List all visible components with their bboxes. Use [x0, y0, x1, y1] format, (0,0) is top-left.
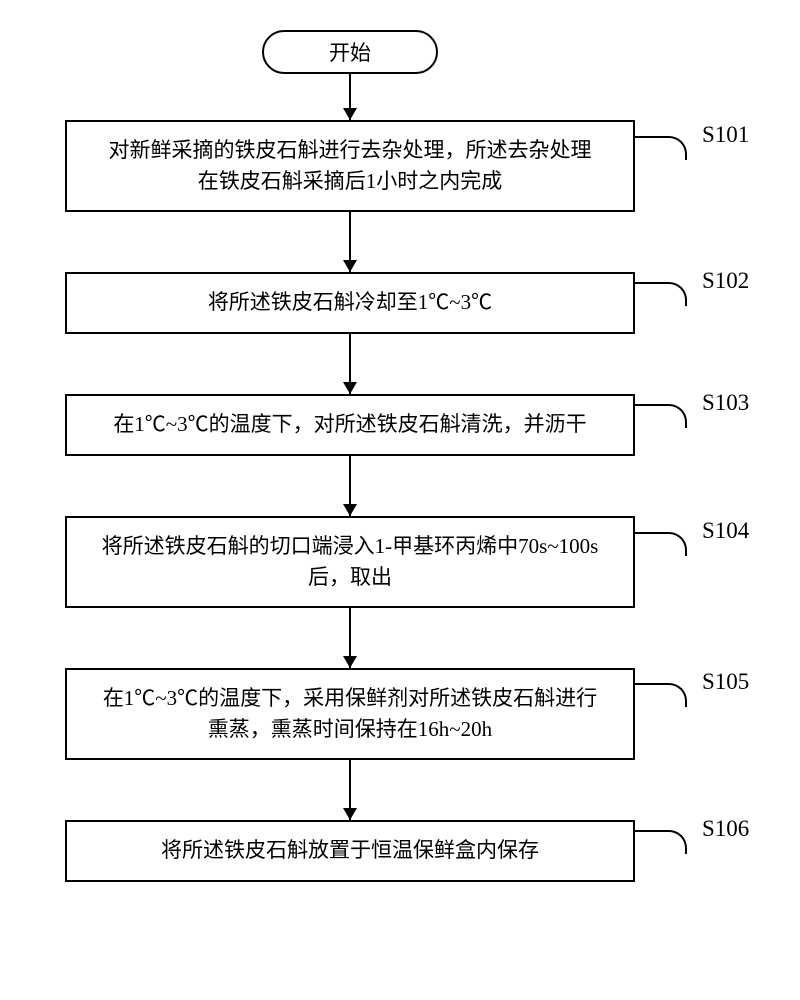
- start-terminal: 开始: [262, 30, 438, 74]
- step-label-s103: S103: [702, 390, 749, 416]
- step-text-s101: 对新鲜采摘的铁皮石斛进行去杂处理，所述去杂处理在铁皮石斛采摘后1小时之内完成: [109, 135, 592, 198]
- step-label-s106: S106: [702, 816, 749, 842]
- connector-s105: [635, 683, 687, 707]
- step-text-s102: 将所述铁皮石斛冷却至1℃~3℃: [208, 287, 492, 319]
- connector-s103: [635, 404, 687, 428]
- step-text-s103: 在1℃~3℃的温度下，对所述铁皮石斛清洗，并沥干: [113, 409, 586, 441]
- connector-s102: [635, 282, 687, 306]
- step-box-s103: 在1℃~3℃的温度下，对所述铁皮石斛清洗，并沥干: [65, 394, 635, 456]
- step-label-s104: S104: [702, 518, 749, 544]
- arrow-3: [349, 456, 351, 516]
- step-text-s106: 将所述铁皮石斛放置于恒温保鲜盒内保存: [161, 835, 539, 867]
- connector-s101: [635, 136, 687, 160]
- step-label-s102: S102: [702, 268, 749, 294]
- arrow-5: [349, 760, 351, 820]
- step-label-s101: S101: [702, 122, 749, 148]
- arrow-2: [349, 334, 351, 394]
- step-text-s105: 在1℃~3℃的温度下，采用保鲜剂对所述铁皮石斛进行熏蒸，熏蒸时间保持在16h~2…: [103, 683, 597, 746]
- step-box-s102: 将所述铁皮石斛冷却至1℃~3℃: [65, 272, 635, 334]
- step-box-s106: 将所述铁皮石斛放置于恒温保鲜盒内保存: [65, 820, 635, 882]
- step-text-s104: 将所述铁皮石斛的切口端浸入1-甲基环丙烯中70s~100s后，取出: [102, 531, 599, 594]
- arrow-1: [349, 212, 351, 272]
- arrow-0: [349, 74, 351, 120]
- start-label: 开始: [329, 37, 371, 67]
- connector-s106: [635, 830, 687, 854]
- step-label-s105: S105: [702, 669, 749, 695]
- connector-s104: [635, 532, 687, 556]
- step-box-s104: 将所述铁皮石斛的切口端浸入1-甲基环丙烯中70s~100s后，取出: [65, 516, 635, 608]
- arrow-4: [349, 608, 351, 668]
- flowchart-container: 开始 对新鲜采摘的铁皮石斛进行去杂处理，所述去杂处理在铁皮石斛采摘后1小时之内完…: [0, 0, 800, 1000]
- step-box-s101: 对新鲜采摘的铁皮石斛进行去杂处理，所述去杂处理在铁皮石斛采摘后1小时之内完成: [65, 120, 635, 212]
- step-box-s105: 在1℃~3℃的温度下，采用保鲜剂对所述铁皮石斛进行熏蒸，熏蒸时间保持在16h~2…: [65, 668, 635, 760]
